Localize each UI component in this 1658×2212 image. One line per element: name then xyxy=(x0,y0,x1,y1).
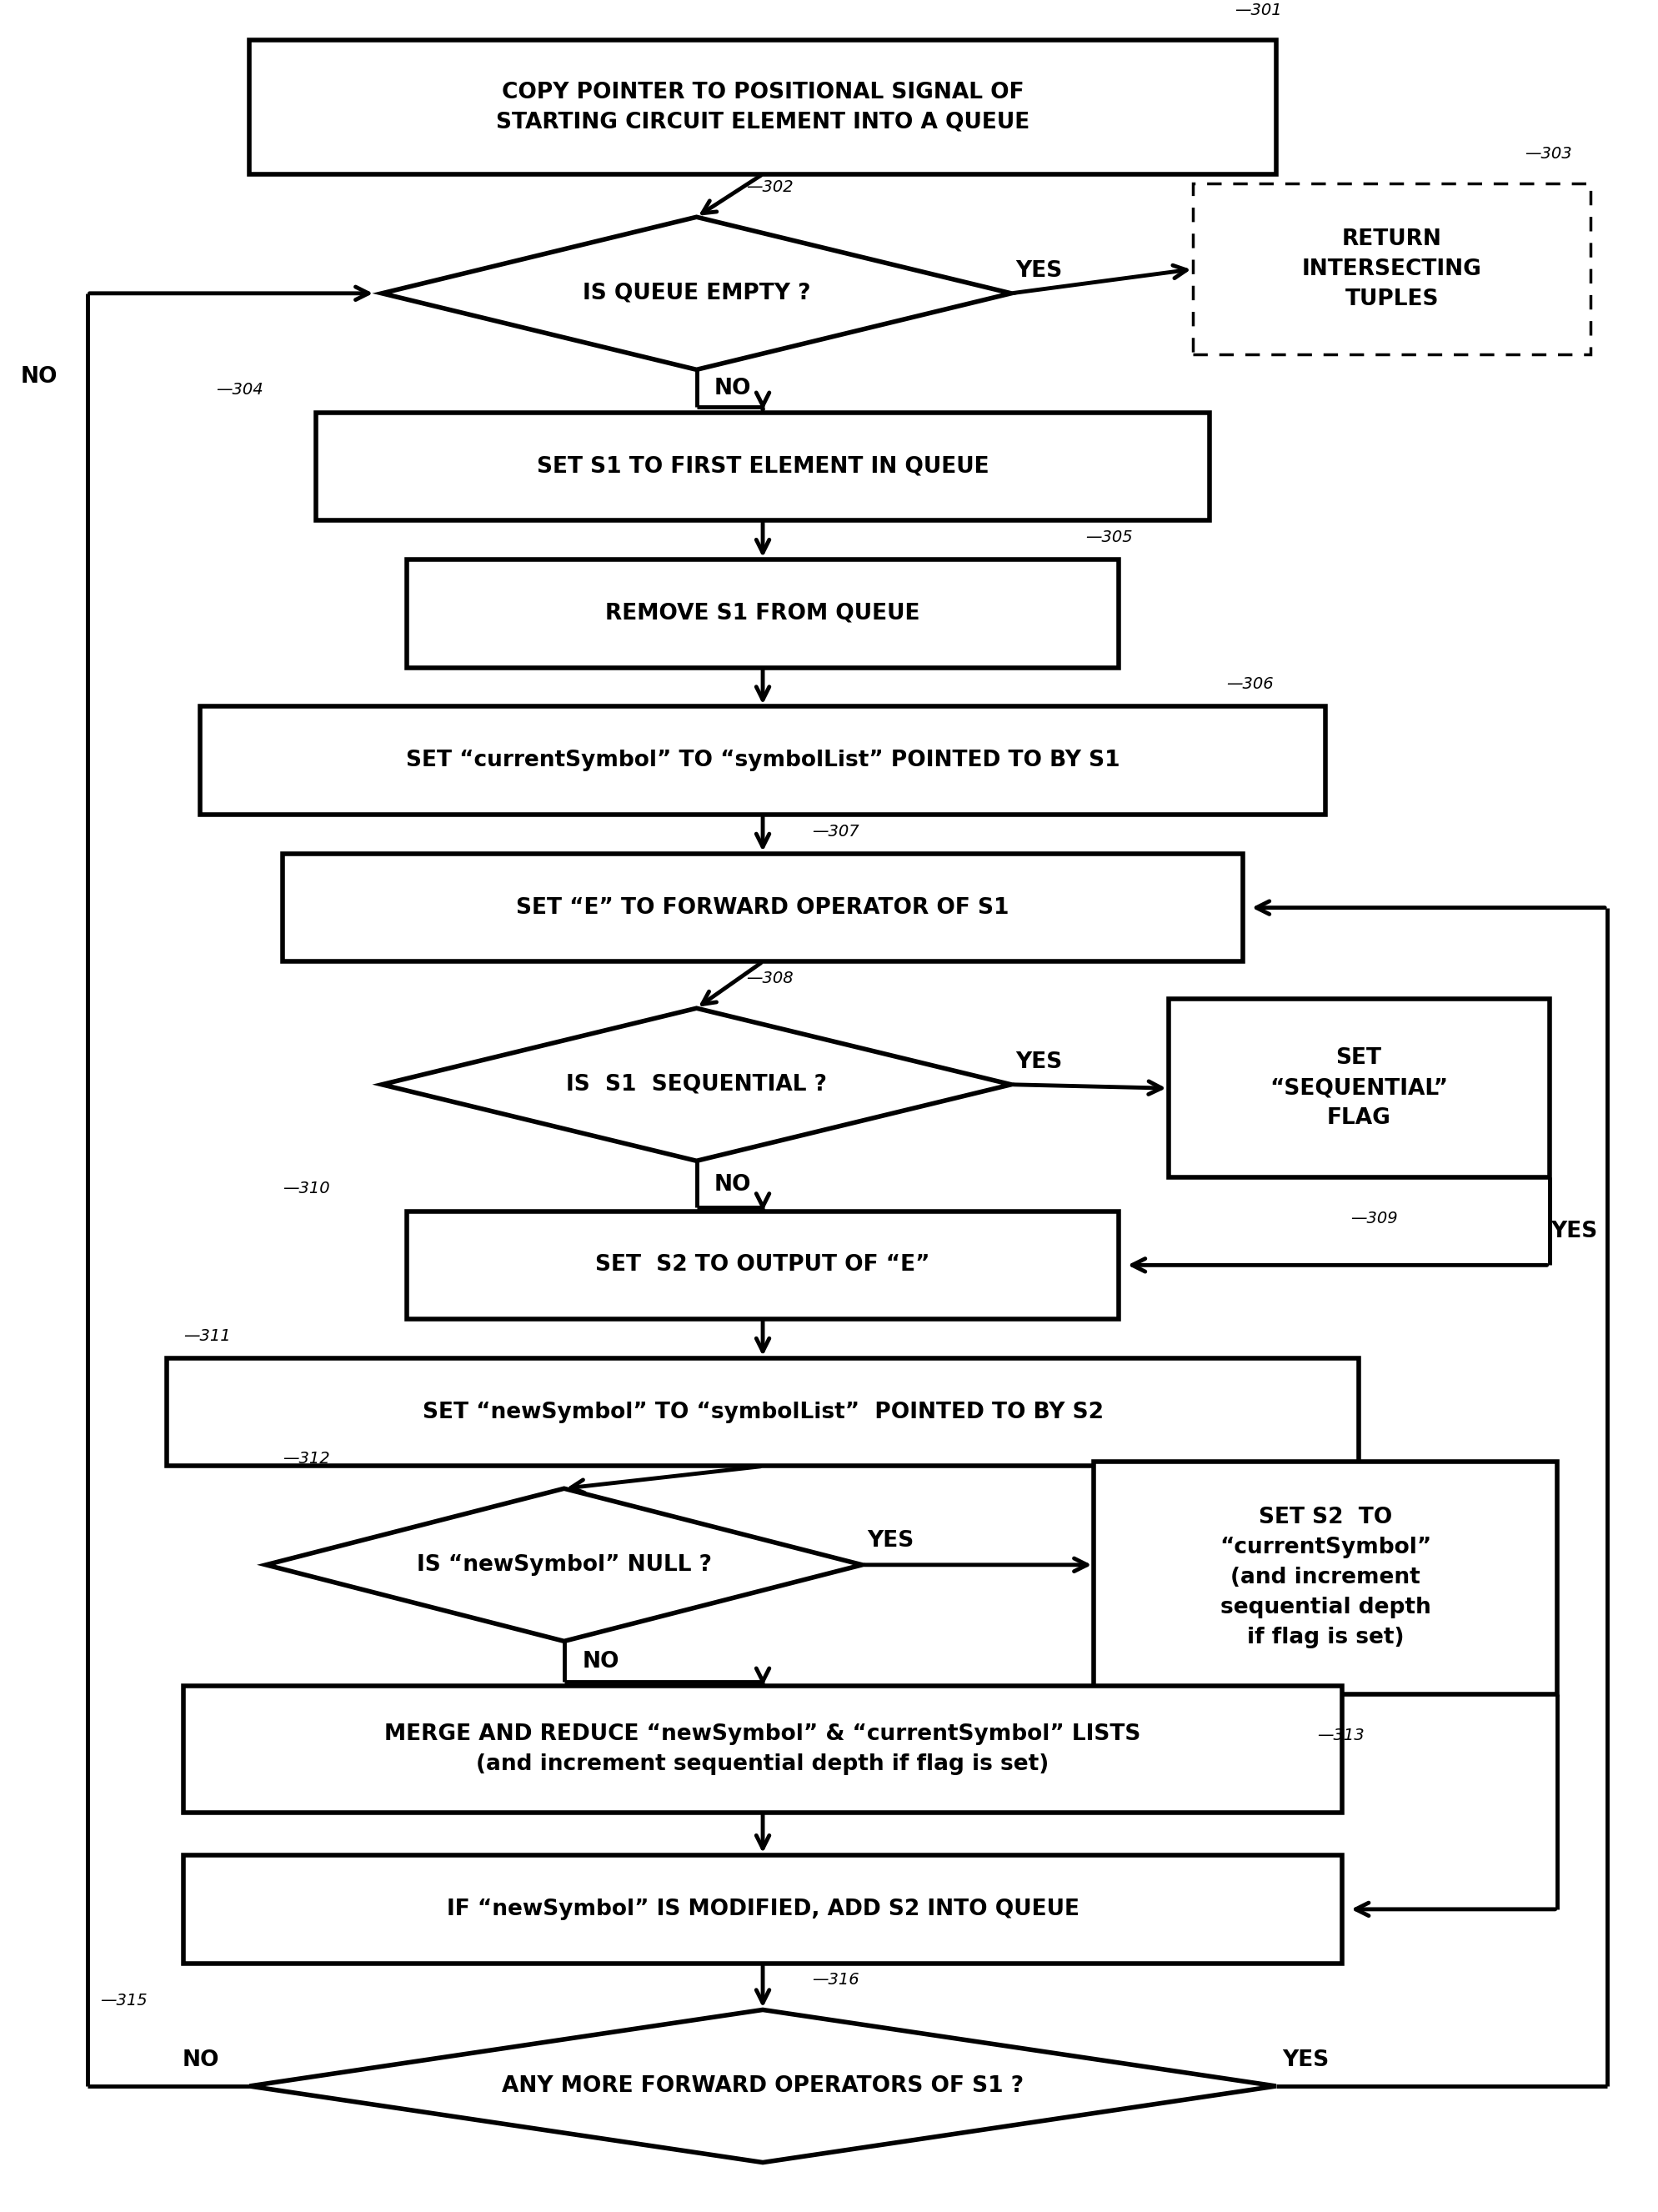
Text: —305: —305 xyxy=(1086,529,1132,544)
Text: —310: —310 xyxy=(282,1181,330,1197)
FancyBboxPatch shape xyxy=(184,1856,1343,1964)
Text: —313: —313 xyxy=(1318,1728,1365,1743)
Text: —302: —302 xyxy=(746,179,794,195)
Text: SET S2  TO
“currentSymbol”
(and increment
sequential depth
if flag is set): SET S2 TO “currentSymbol” (and increment… xyxy=(1220,1506,1431,1648)
Text: REMOVE S1 FROM QUEUE: REMOVE S1 FROM QUEUE xyxy=(605,602,920,624)
Text: NO: NO xyxy=(715,1175,751,1197)
Text: —309: —309 xyxy=(1351,1210,1398,1225)
Text: YES: YES xyxy=(1282,2048,1330,2070)
Text: IS QUEUE EMPTY ?: IS QUEUE EMPTY ? xyxy=(582,283,811,305)
Text: —312: —312 xyxy=(282,1451,330,1467)
Text: ANY MORE FORWARD OPERATORS OF S1 ?: ANY MORE FORWARD OPERATORS OF S1 ? xyxy=(502,2075,1023,2097)
FancyBboxPatch shape xyxy=(282,854,1244,962)
Text: YES: YES xyxy=(1550,1221,1598,1243)
Text: SET  S2 TO OUTPUT OF “E”: SET S2 TO OUTPUT OF “E” xyxy=(595,1254,930,1276)
FancyBboxPatch shape xyxy=(315,411,1210,520)
Text: —303: —303 xyxy=(1524,146,1572,161)
Text: IS “newSymbol” NULL ?: IS “newSymbol” NULL ? xyxy=(416,1555,711,1575)
Text: —301: —301 xyxy=(1235,2,1282,18)
Text: SET
“SEQUENTIAL”
FLAG: SET “SEQUENTIAL” FLAG xyxy=(1270,1048,1447,1128)
FancyBboxPatch shape xyxy=(249,40,1277,175)
Text: SET “currentSymbol” TO “symbolList” POINTED TO BY S1: SET “currentSymbol” TO “symbolList” POIN… xyxy=(406,750,1119,772)
Text: NO: NO xyxy=(182,2048,221,2070)
Text: —308: —308 xyxy=(746,971,794,987)
Text: MERGE AND REDUCE “newSymbol” & “currentSymbol” LISTS
(and increment sequential d: MERGE AND REDUCE “newSymbol” & “currentS… xyxy=(385,1723,1141,1774)
Text: —311: —311 xyxy=(184,1327,230,1343)
Text: COPY POINTER TO POSITIONAL SIGNAL OF
STARTING CIRCUIT ELEMENT INTO A QUEUE: COPY POINTER TO POSITIONAL SIGNAL OF STA… xyxy=(496,82,1030,133)
Polygon shape xyxy=(265,1489,862,1641)
FancyBboxPatch shape xyxy=(406,1212,1119,1318)
FancyBboxPatch shape xyxy=(1194,184,1590,354)
FancyBboxPatch shape xyxy=(184,1686,1343,1812)
Text: YES: YES xyxy=(1016,261,1063,281)
Text: SET “newSymbol” TO “symbolList”  POINTED TO BY S2: SET “newSymbol” TO “symbolList” POINTED … xyxy=(423,1402,1103,1422)
Text: RETURN
INTERSECTING
TUPLES: RETURN INTERSECTING TUPLES xyxy=(1302,228,1482,310)
Text: YES: YES xyxy=(1016,1051,1063,1073)
Text: —304: —304 xyxy=(217,383,264,398)
Text: —307: —307 xyxy=(812,823,859,838)
Text: SET S1 TO FIRST ELEMENT IN QUEUE: SET S1 TO FIRST ELEMENT IN QUEUE xyxy=(537,456,988,478)
Text: —306: —306 xyxy=(1227,677,1273,692)
FancyBboxPatch shape xyxy=(201,706,1326,814)
FancyBboxPatch shape xyxy=(167,1358,1360,1467)
Text: —316: —316 xyxy=(812,1973,859,1989)
Text: SET “E” TO FORWARD OPERATOR OF S1: SET “E” TO FORWARD OPERATOR OF S1 xyxy=(516,896,1010,918)
FancyBboxPatch shape xyxy=(406,560,1119,668)
Polygon shape xyxy=(249,2011,1277,2163)
Text: IF “newSymbol” IS MODIFIED, ADD S2 INTO QUEUE: IF “newSymbol” IS MODIFIED, ADD S2 INTO … xyxy=(446,1898,1079,1920)
Polygon shape xyxy=(381,1009,1011,1161)
Text: YES: YES xyxy=(867,1531,914,1551)
Text: —315: —315 xyxy=(101,1993,148,2008)
Polygon shape xyxy=(381,217,1011,369)
Text: NO: NO xyxy=(20,365,58,387)
Text: NO: NO xyxy=(582,1650,618,1672)
Text: NO: NO xyxy=(715,378,751,398)
Text: IS  S1  SEQUENTIAL ?: IS S1 SEQUENTIAL ? xyxy=(565,1073,827,1095)
FancyBboxPatch shape xyxy=(1094,1462,1557,1694)
FancyBboxPatch shape xyxy=(1169,1000,1549,1177)
